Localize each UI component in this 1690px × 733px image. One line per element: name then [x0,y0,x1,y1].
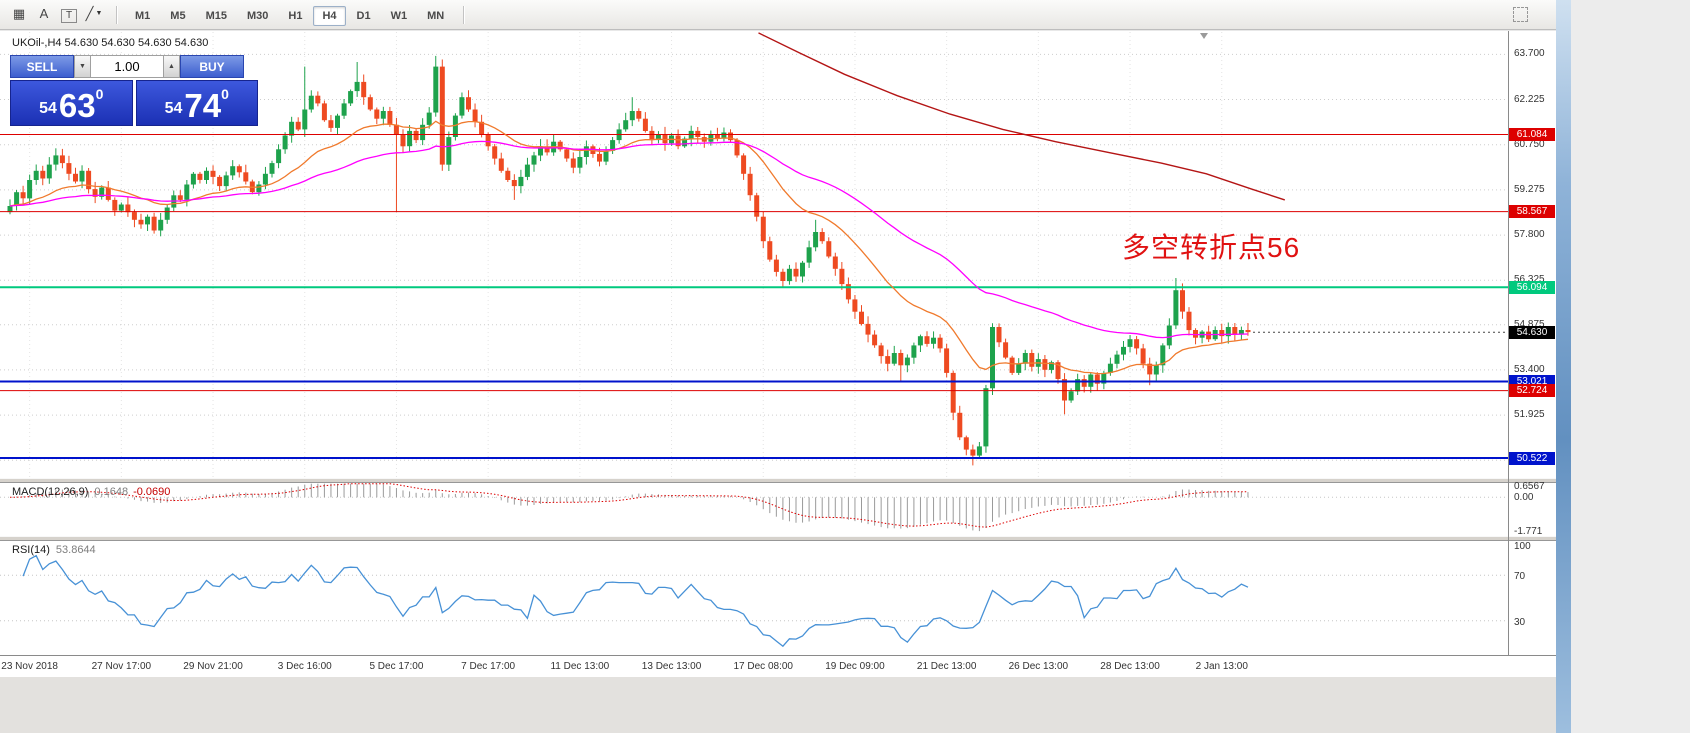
time-axis-label: 3 Dec 16:00 [277,661,332,672]
buy-button[interactable]: BUY [180,55,244,78]
timeframe-m1[interactable]: M1 [135,9,151,22]
timeframe-m15[interactable]: M15 [205,9,227,22]
buy-price-big: 74 [184,87,222,124]
chart-shift-marker[interactable] [1200,33,1208,39]
buy-price-box[interactable]: 54 74 0 [135,80,258,126]
timeframe-h4[interactable]: H4 [313,5,346,26]
grid-icon: ▦ [12,5,26,21]
price-axis-label: 57.800 [1514,229,1545,241]
timeframe-bar: M1 M5 M15 M30 H1 H4 D1 W1 MN [126,5,455,26]
time-axis-label: 21 Dec 13:00 [916,661,977,672]
rsi-indicator-panel [0,554,1508,648]
time-axis-label: 7 Dec 17:00 [461,661,516,672]
price-axis-label: 62.225 [1514,93,1545,105]
price-level-tag: 61.084 [1509,127,1555,141]
price-level-tag: 54.630 [1509,325,1555,339]
toolbar-separator [116,5,118,24]
price-axis-label: 56.325 [1514,274,1545,286]
macd-title: MACD(12,26,9) [12,486,89,498]
time-axis-label: 26 Dec 13:00 [1008,661,1069,672]
macd-signal-value: -0.0690 [133,486,171,498]
sell-price-prefix: 54 [39,100,57,117]
price-axis-label: 59.275 [1514,183,1545,195]
time-axis-label: 11 Dec 13:00 [550,661,610,672]
main-price-chart[interactable] [0,32,1508,478]
rsi-value: 53.8644 [55,544,96,556]
timeframe-h1[interactable]: H1 [288,9,303,22]
macd-axis-label: -1.771 [1514,526,1543,537]
chart-background [0,31,1556,677]
toolbar-separator [463,5,466,24]
timeframe-w1[interactable]: W1 [390,9,408,22]
chart-annotation: 多空转折点56 [1122,232,1301,263]
text-cursor-a-icon: A [39,5,49,21]
text-cursor-a-icon[interactable]: A [33,3,55,23]
price-axis-label: 60.750 [1514,138,1545,150]
buy-price-sup: 0 [221,86,229,102]
rsi-axis-label: 30 [1514,616,1526,628]
time-axis-label: 29 Nov 21:00 [183,661,243,672]
buy-price-prefix: 54 [164,100,183,117]
timeframe-d1[interactable]: D1 [356,9,371,22]
volume-up-button[interactable]: ▲ [163,55,180,78]
rsi-axis-label: 100 [1514,541,1531,552]
price-axis-label: 54.875 [1514,318,1545,330]
time-axis-label: 17 Dec 08:00 [733,661,794,672]
sell-price-box[interactable]: 54 63 0 [10,80,133,126]
price-axis-label: 53.400 [1514,363,1545,375]
timeframe-m5[interactable]: M5 [170,9,186,22]
text-label-t-icon: T [61,8,77,23]
toolbar-icons: ▦ A T ╱ ▼ [8,3,108,26]
volume-input[interactable] [91,55,163,78]
toolbar: ▦ A T ╱ ▼ M1 M5 M15 M30 H1 H4 D1 W1 MN [0,0,1556,30]
line-studies-icon[interactable]: ╱ ▼ [83,4,105,24]
rsi-title: RSI(14) [12,544,50,556]
right-window-edge [1556,0,1571,733]
volume-down-button[interactable]: ▼ [74,55,91,78]
line-studies-icon: ╱ [85,5,94,21]
sell-button[interactable]: SELL [10,55,74,78]
chart-ohlc-readout: UKOil-,H4 54.630 54.630 54.630 54.630 [12,37,209,49]
dashed-selection-icon[interactable] [1513,7,1528,22]
panel-separator[interactable] [0,478,1556,483]
macd-header: MACD(12,26,9) 0.1648 -0.0690 [12,486,170,498]
grid-icon[interactable]: ▦ [8,4,30,24]
price-level-tag: 58.567 [1509,205,1555,219]
panel-separator[interactable] [0,536,1556,541]
rsi-axis-label: 70 [1514,571,1526,583]
chevron-up-icon: ▲ [168,63,175,70]
right-filler-area [1571,0,1690,733]
price-axis-label: 63.700 [1514,48,1545,60]
time-axis-label: 27 Nov 17:00 [91,661,152,672]
sell-price-big: 63 [58,87,96,124]
price-level-tag: 56.094 [1509,280,1555,294]
sell-price-sup: 0 [95,86,104,102]
macd-axis-label: 0.00 [1514,492,1534,504]
time-axis[interactable]: 23 Nov 2018 27 Nov 17:00 29 Nov 21:00 3 Dec… [0,655,1556,678]
price-axis-label: 51.925 [1514,409,1545,421]
time-axis-label: 2 Jan 13:00 [1195,661,1248,672]
price-level-tag: 50.522 [1509,451,1555,465]
time-axis-label: 5 Dec 17:00 [369,661,424,672]
price-level-tag: 52.724 [1509,384,1555,398]
macd-indicator-panel [0,483,1508,532]
time-axis-label: 23 Nov 2018 [1,661,58,672]
time-axis-label: 28 Dec 13:00 [1100,661,1160,672]
price-axis-border [1508,31,1509,677]
chevron-down-icon: ▼ [95,10,103,18]
text-label-t-icon[interactable]: T [58,6,80,26]
price-axis[interactable]: 63.700 62.225 60.750 59.275 57.800 56.325 54.8… [1509,32,1556,655]
time-axis-label: 19 Dec 09:00 [825,661,885,672]
rsi-header: RSI(14) 53.8644 [12,544,96,556]
chevron-down-icon: ▼ [79,63,86,70]
window-bottom-area [0,677,1556,733]
time-axis-label: 13 Dec 13:00 [641,661,702,672]
timeframe-mn[interactable]: MN [427,9,445,22]
timeframe-m30[interactable]: M30 [246,9,269,22]
macd-axis-label: 0.6567 [1514,481,1545,492]
macd-main-value: 0.1648 [94,486,129,498]
